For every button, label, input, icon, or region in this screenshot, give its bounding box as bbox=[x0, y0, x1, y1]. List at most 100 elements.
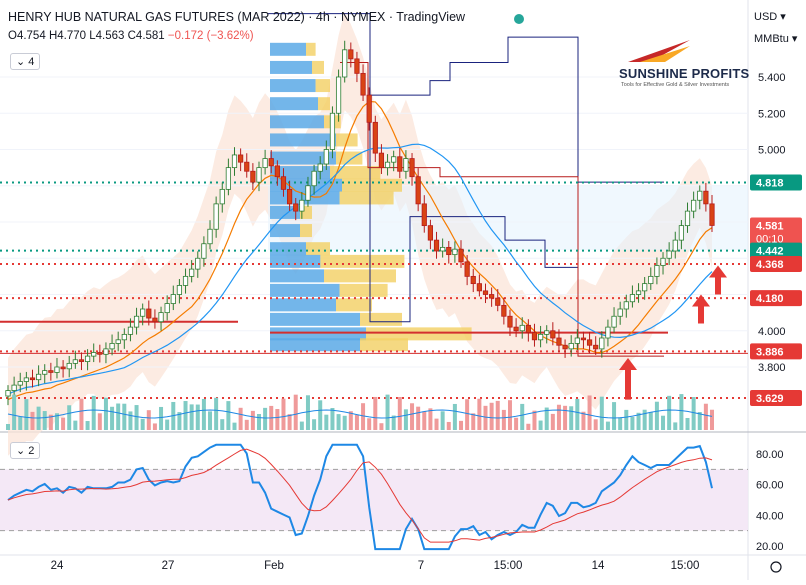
volume-bar bbox=[648, 412, 653, 430]
volume-profile-down bbox=[324, 269, 396, 283]
volume-bar bbox=[103, 397, 108, 430]
time-tick-label: 15:00 bbox=[671, 560, 700, 572]
candle-body bbox=[489, 294, 495, 299]
candle-body bbox=[238, 154, 244, 163]
price-badge bbox=[750, 256, 802, 273]
volume-bar bbox=[348, 411, 353, 430]
candle-body bbox=[611, 315, 617, 328]
volume-bar bbox=[24, 399, 29, 430]
candle-body bbox=[146, 308, 152, 319]
volume-bar bbox=[110, 406, 115, 430]
volume-profile-up bbox=[270, 115, 324, 129]
candle-body bbox=[286, 188, 293, 205]
main-pane-toggle[interactable]: ⌄ 4 bbox=[10, 53, 41, 70]
price-badge-label: 3.629 bbox=[756, 393, 784, 405]
volume-bar bbox=[452, 403, 457, 430]
candle-body bbox=[23, 377, 29, 382]
rsi-tick-label: 40.00 bbox=[756, 510, 784, 522]
candle-body bbox=[342, 49, 348, 78]
up-arrow-shaft bbox=[698, 304, 704, 324]
volume-bar bbox=[397, 396, 402, 430]
market-status-dot bbox=[514, 14, 524, 24]
candle-body bbox=[176, 285, 183, 295]
volume-bar bbox=[569, 406, 574, 430]
rsi-band bbox=[0, 469, 748, 531]
time-tick-label: 14 bbox=[592, 560, 605, 572]
candle-body bbox=[648, 275, 654, 285]
candle-body bbox=[660, 257, 666, 266]
candle-body bbox=[391, 156, 397, 163]
up-arrow-head bbox=[709, 265, 727, 278]
candle-body bbox=[666, 250, 672, 259]
currency-select[interactable]: USD ▾ bbox=[754, 11, 786, 23]
high-value: H4.770 bbox=[48, 30, 87, 42]
volume-bar bbox=[367, 418, 372, 430]
volume-bar bbox=[703, 403, 708, 430]
candle-body bbox=[91, 352, 97, 357]
volume-bar bbox=[477, 398, 482, 430]
candle-body bbox=[605, 326, 611, 339]
price-badge bbox=[750, 217, 802, 246]
candle-body bbox=[48, 370, 54, 373]
volume-bar bbox=[459, 420, 464, 430]
candle-body bbox=[360, 72, 366, 96]
candle-body bbox=[397, 156, 403, 172]
volume-profile-down bbox=[306, 242, 330, 256]
candle-body bbox=[672, 239, 678, 252]
time-tick-label: Feb bbox=[264, 560, 284, 572]
volume-profile-down bbox=[318, 97, 330, 111]
candle-body bbox=[531, 332, 538, 341]
volume-bar bbox=[581, 411, 586, 430]
volume-profile-down bbox=[336, 298, 372, 312]
volume-ma-line bbox=[7, 409, 713, 419]
candle-body bbox=[348, 49, 354, 60]
volume-bar bbox=[6, 424, 10, 430]
candle-body bbox=[164, 303, 170, 314]
rsi-tick-label: 80.00 bbox=[756, 449, 784, 461]
rsi-pane-toggle[interactable]: ⌄ 2 bbox=[10, 442, 41, 459]
volume-bar bbox=[373, 396, 378, 430]
volume-bar bbox=[67, 405, 72, 430]
price-badge bbox=[750, 242, 802, 259]
candle-body bbox=[158, 312, 164, 323]
candle-body bbox=[678, 225, 684, 241]
volume-bar bbox=[673, 422, 678, 430]
volume-bar bbox=[342, 415, 347, 430]
candle-body bbox=[311, 170, 317, 187]
candle-body bbox=[54, 366, 60, 373]
volume-bar bbox=[532, 410, 537, 430]
candle-body bbox=[225, 167, 231, 190]
countdown-label: 00:10 bbox=[756, 233, 784, 245]
volume-bar bbox=[630, 416, 635, 430]
candle-body bbox=[709, 203, 715, 226]
volume-profile-up bbox=[270, 224, 300, 238]
candle-body bbox=[84, 355, 91, 362]
unit-select[interactable]: MMBtu ▾ bbox=[754, 33, 798, 45]
volume-profile-down bbox=[360, 312, 402, 326]
volume-bar bbox=[287, 414, 292, 430]
candle-body bbox=[268, 158, 274, 167]
chart-title: HENRY HUB NATURAL GAS FUTURES (MAR 2022)… bbox=[8, 10, 466, 24]
price-badge bbox=[750, 343, 802, 360]
volume-bar bbox=[226, 401, 231, 430]
volume-bar bbox=[48, 414, 53, 430]
volume-bar bbox=[642, 409, 647, 430]
candle-body bbox=[140, 308, 146, 317]
ma-line bbox=[7, 143, 713, 395]
candle-body bbox=[305, 185, 311, 201]
low-value: L4.563 bbox=[89, 30, 125, 42]
volume-profile-up bbox=[270, 327, 366, 341]
volume-bar bbox=[54, 413, 59, 430]
price-badge bbox=[750, 174, 802, 191]
volume-bar bbox=[697, 412, 702, 430]
candle-body bbox=[415, 176, 421, 205]
volume-bar bbox=[520, 403, 525, 430]
candle-body bbox=[372, 121, 378, 154]
candle-body bbox=[109, 343, 115, 350]
candle-body bbox=[586, 339, 593, 346]
volume-bar bbox=[661, 415, 666, 430]
price-tick-label: 5.200 bbox=[758, 108, 786, 120]
volume-bar bbox=[140, 418, 145, 430]
